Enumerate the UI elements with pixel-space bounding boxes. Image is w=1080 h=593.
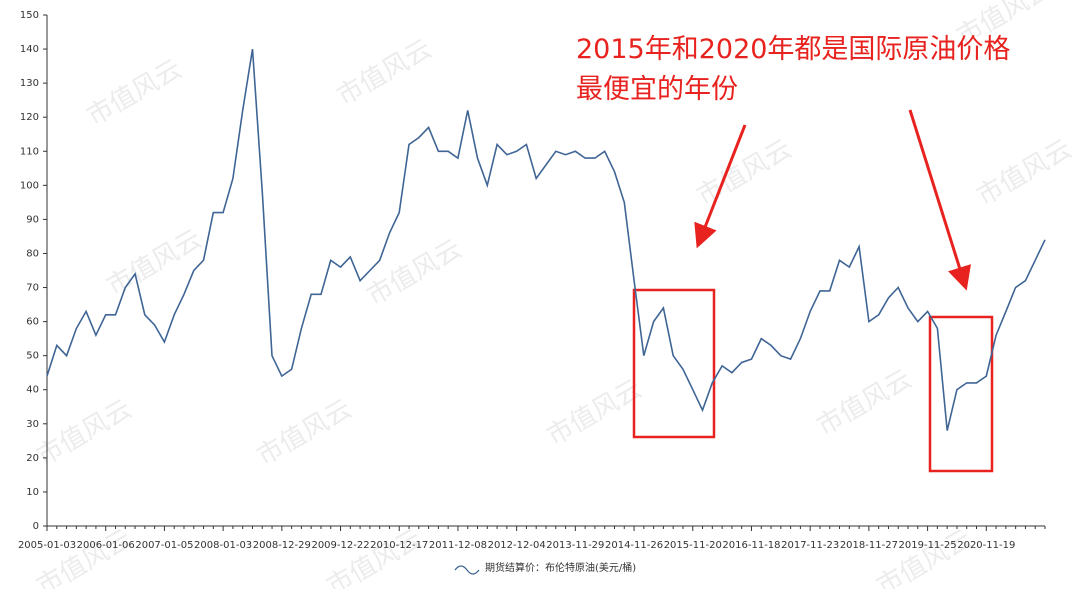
x-tick-label: 2014-11-26 xyxy=(605,540,663,551)
x-tick-label: 2015-11-20 xyxy=(664,540,722,551)
y-tick-label: 30 xyxy=(26,419,39,430)
line-series xyxy=(46,48,1046,431)
y-tick-label: 110 xyxy=(20,146,39,157)
y-tick-label: 40 xyxy=(26,385,39,396)
x-tick-label: 2006-01-06 xyxy=(77,540,135,551)
arrow xyxy=(694,124,747,249)
legend-label: 期货结算价：布伦特原油(美元/桶) xyxy=(485,561,636,574)
x-tick-label: 2020-11-19 xyxy=(957,540,1015,551)
watermark: 市值风云 xyxy=(872,524,977,589)
y-tick-label: 50 xyxy=(26,351,39,362)
x-tick-label: 2016-11-18 xyxy=(722,540,780,551)
y-tick-label: 100 xyxy=(20,180,39,191)
x-tick-label: 2017-11-23 xyxy=(781,540,839,551)
y-tick-label: 120 xyxy=(20,112,39,123)
x-tick-label: 2005-01-03 xyxy=(18,540,76,551)
x-tick-label: 2012-12-04 xyxy=(488,540,546,551)
y-tick-label: 140 xyxy=(20,44,39,55)
x-tick-label: 2008-12-29 xyxy=(253,540,311,551)
y-tick-label: 60 xyxy=(26,317,39,328)
highlight-box xyxy=(928,315,994,473)
y-tick-label: 20 xyxy=(26,453,39,464)
watermark: 市值风云 xyxy=(102,224,207,302)
x-tick-label: 2018-11-27 xyxy=(840,540,898,551)
y-tick-label: 150 xyxy=(20,10,39,21)
y-tick-label: 80 xyxy=(26,248,39,259)
x-tick-label: 2007-01-05 xyxy=(135,540,193,551)
y-tick-label: 10 xyxy=(26,487,39,498)
x-tick-label: 2009-12-22 xyxy=(311,540,369,551)
y-tick-label: 0 xyxy=(33,521,39,532)
annotation: 最便宜的年份 xyxy=(576,74,738,105)
x-tick-label: 2010-12-17 xyxy=(370,540,428,551)
x-tick-label: 2013-11-29 xyxy=(546,540,604,551)
x-tick-label: 2011-12-08 xyxy=(429,540,487,551)
annotation: 2015年和2020年都是国际原油价格 xyxy=(576,34,1010,65)
arrow xyxy=(908,109,971,291)
watermark: 市值风云 xyxy=(252,394,357,472)
watermark: 市值风云 xyxy=(322,524,427,589)
y-tick-label: 90 xyxy=(26,214,39,225)
watermark: 市值风云 xyxy=(972,134,1077,212)
x-tick-label: 2008-01-03 xyxy=(194,540,252,551)
legend-icon xyxy=(454,565,480,575)
y-tick-label: 70 xyxy=(26,283,39,294)
watermark: 市值风云 xyxy=(82,54,187,132)
highlight-box xyxy=(632,288,716,439)
watermark: 市值风云 xyxy=(332,34,437,112)
x-tick-label: 2019-11-25 xyxy=(899,540,957,551)
y-tick-label: 130 xyxy=(20,78,39,89)
watermark: 市值风云 xyxy=(542,374,647,452)
watermark: 市值风云 xyxy=(32,524,137,589)
watermark: 市值风云 xyxy=(362,234,467,312)
watermark: 市值风云 xyxy=(812,364,917,442)
watermark: 市值风云 xyxy=(692,134,797,212)
watermark: 市值风云 xyxy=(32,394,137,472)
